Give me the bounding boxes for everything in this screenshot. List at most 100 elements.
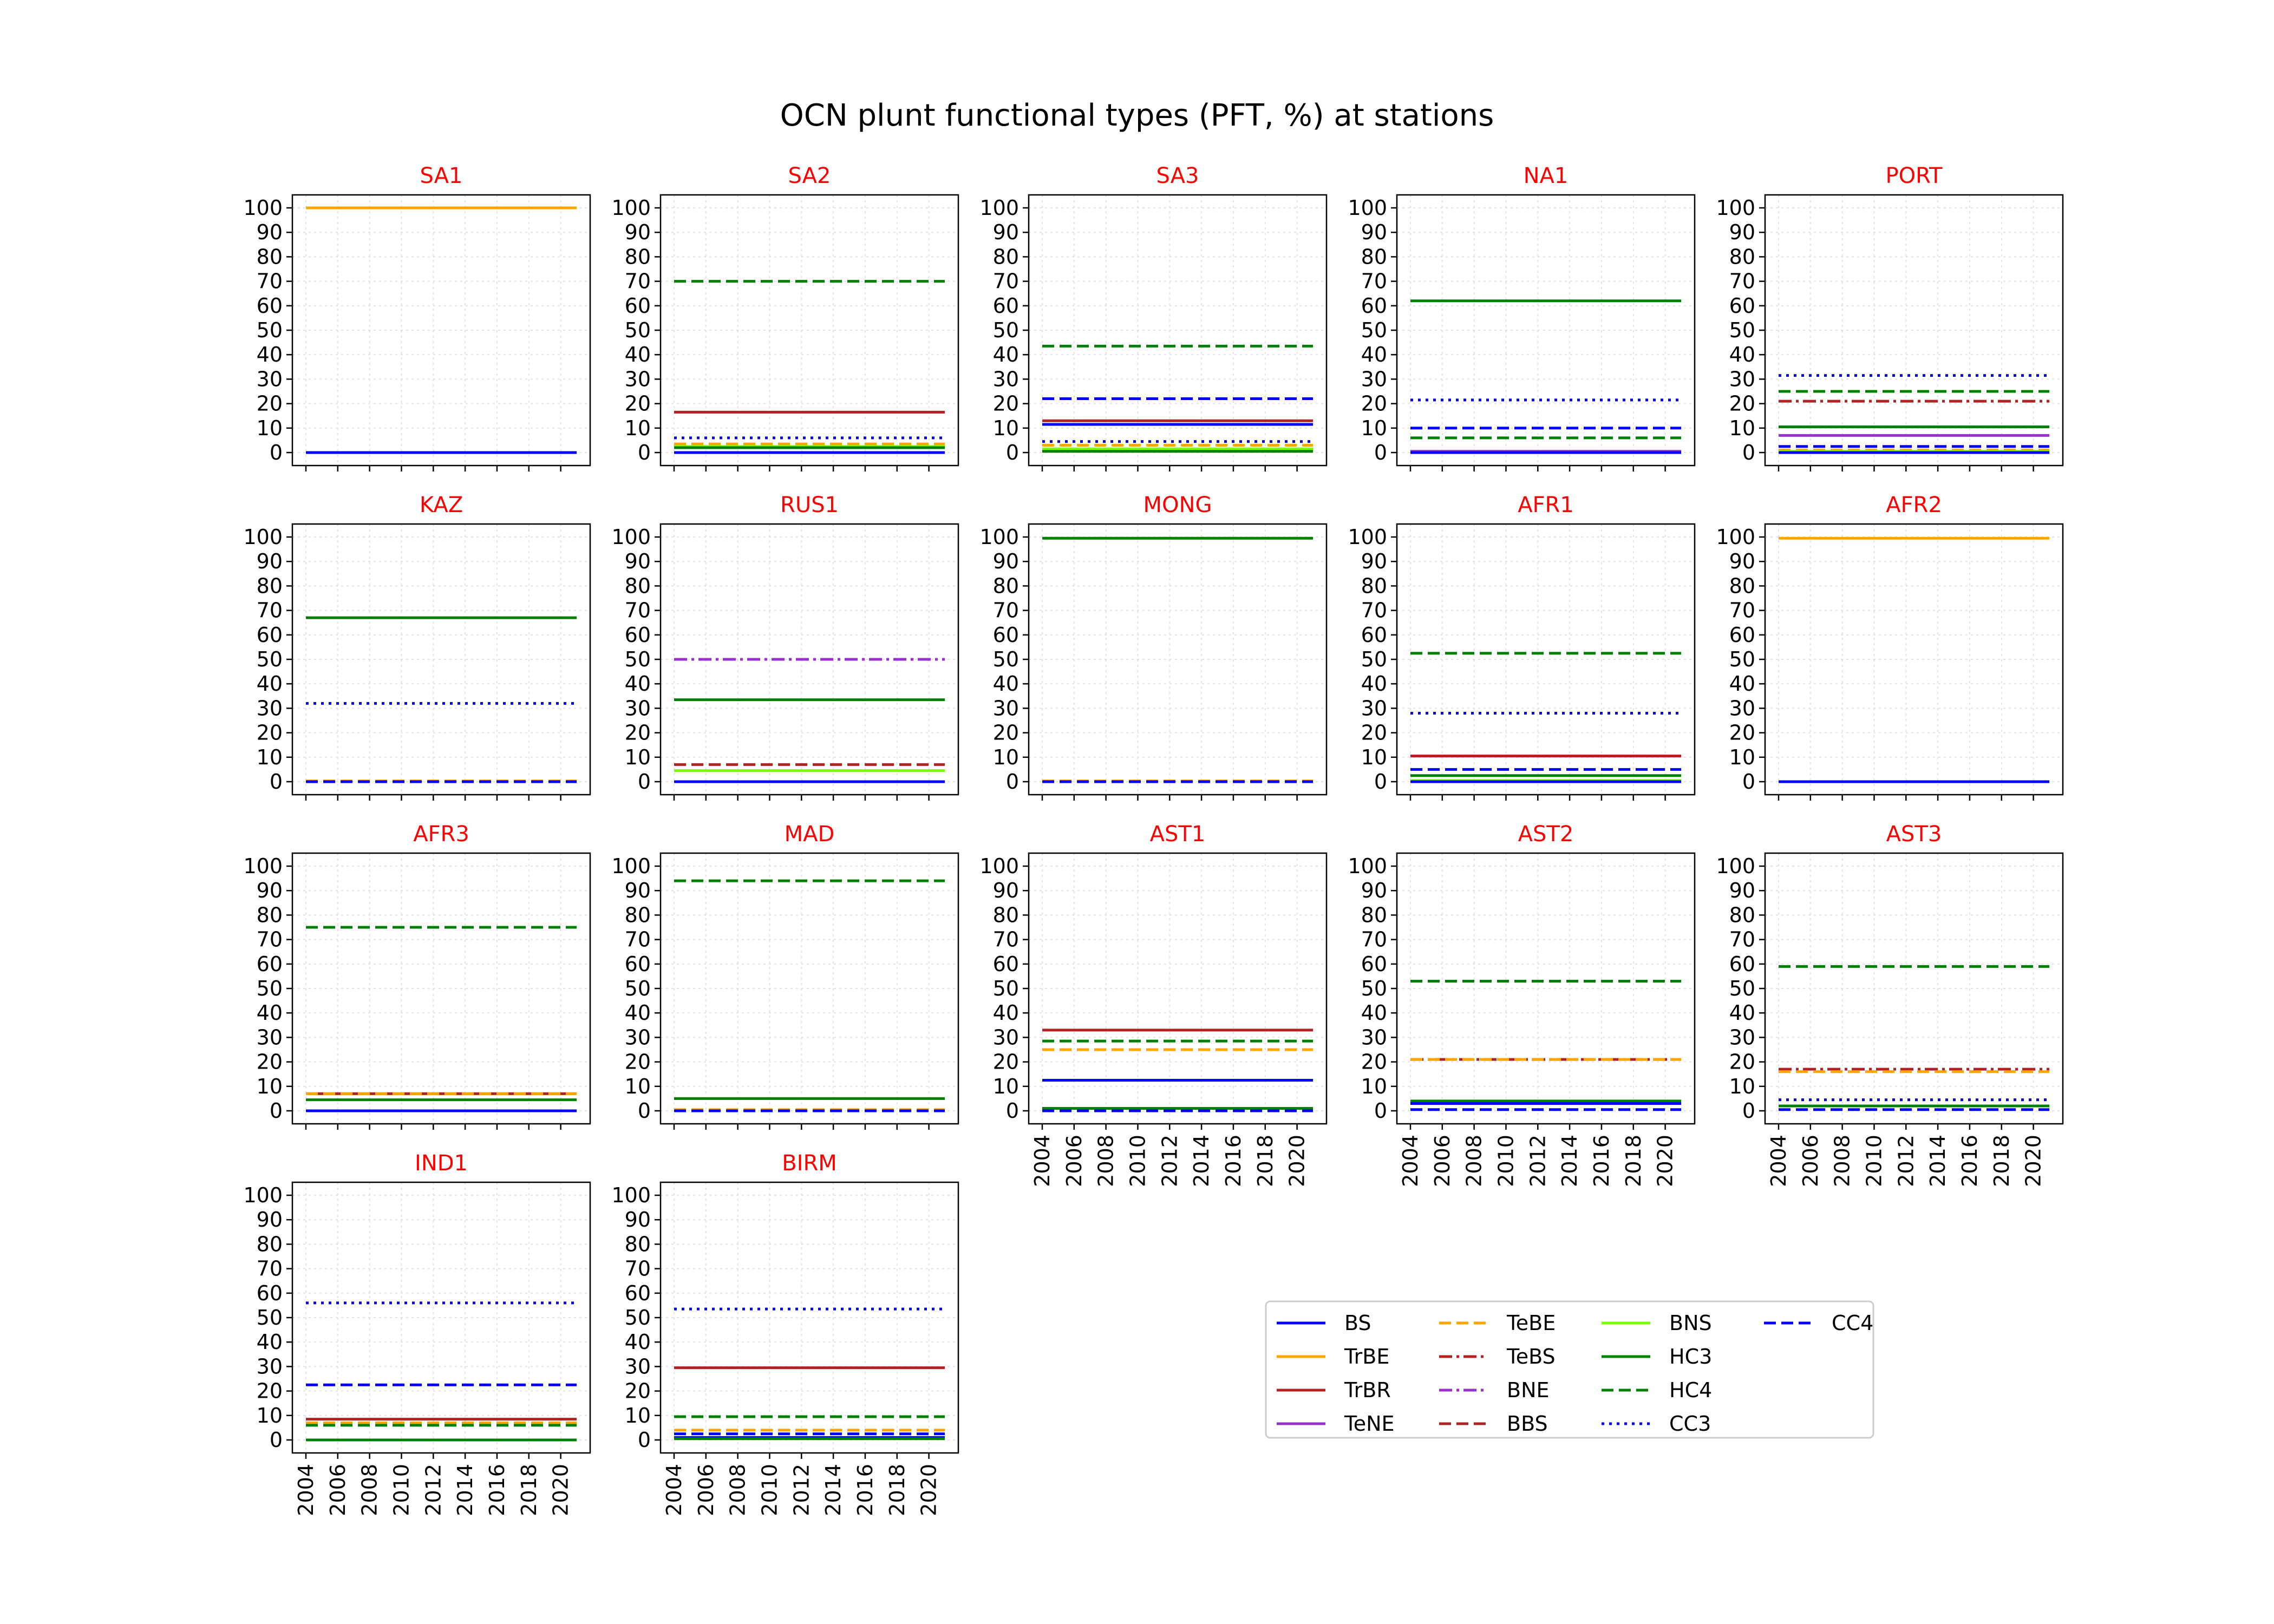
x-tick-label: 2006: [1430, 1135, 1454, 1187]
y-tick-label: 20: [993, 721, 1019, 745]
y-tick-label: 40: [993, 672, 1019, 696]
y-tick-label: 70: [993, 599, 1019, 623]
y-tick-label: 100: [1716, 196, 1755, 220]
y-tick-label: 60: [1729, 952, 1755, 976]
y-tick-label: 10: [1361, 1075, 1387, 1098]
y-tick-label: 10: [993, 745, 1019, 769]
y-tick-label: 20: [625, 1050, 651, 1074]
y-tick-label: 100: [979, 854, 1019, 878]
legend-label: TeBE: [1506, 1311, 1556, 1335]
y-tick-label: 70: [257, 928, 283, 952]
y-tick-label: 90: [257, 549, 283, 573]
y-tick-label: 30: [1729, 696, 1755, 720]
y-tick-label: 50: [1729, 647, 1755, 671]
y-tick-label: 40: [1729, 672, 1755, 696]
y-tick-label: 10: [257, 416, 283, 440]
y-tick-label: 0: [270, 1428, 283, 1452]
y-tick-label: 10: [993, 416, 1019, 440]
x-tick-label: 2010: [757, 1464, 781, 1516]
y-tick-label: 30: [1361, 367, 1387, 391]
y-tick-label: 0: [270, 1099, 283, 1123]
legend-entry-bns: BNS: [1602, 1311, 1712, 1335]
legend-entry-cc3: CC3: [1602, 1412, 1711, 1436]
y-tick-label: 40: [257, 1001, 283, 1025]
y-tick-label: 80: [1729, 903, 1755, 927]
legend-label: TeNE: [1344, 1412, 1395, 1436]
y-tick-label: 60: [1361, 952, 1387, 976]
y-tick-label: 70: [1361, 270, 1387, 293]
y-tick-label: 30: [625, 367, 651, 391]
y-tick-label: 90: [1361, 549, 1387, 573]
y-tick-label: 30: [993, 696, 1019, 720]
x-tick-label: 2018: [517, 1464, 541, 1516]
x-tick-label: 2012: [421, 1464, 445, 1516]
y-tick-label: 80: [1361, 245, 1387, 269]
y-tick-label: 90: [1361, 879, 1387, 902]
legend-label: TeBS: [1506, 1345, 1556, 1368]
panel-title-kaz: KAZ: [420, 493, 463, 518]
x-tick-label: 2018: [1622, 1135, 1645, 1187]
legend-entry-tene: TeNE: [1277, 1412, 1395, 1436]
y-tick-label: 100: [1716, 854, 1755, 878]
y-tick-label: 60: [625, 1281, 651, 1305]
y-tick-label: 70: [625, 1257, 651, 1281]
y-tick-label: 60: [1361, 294, 1387, 318]
y-tick-label: 80: [257, 245, 283, 269]
y-tick-label: 100: [243, 196, 283, 220]
y-tick-label: 0: [638, 1099, 651, 1123]
y-tick-label: 40: [1361, 1001, 1387, 1025]
y-tick-label: 100: [611, 1183, 651, 1207]
y-tick-label: 50: [993, 318, 1019, 342]
y-tick-label: 90: [1729, 220, 1755, 244]
y-tick-label: 20: [1729, 392, 1755, 416]
y-tick-label: 100: [611, 525, 651, 549]
y-tick-label: 40: [1361, 672, 1387, 696]
y-tick-label: 40: [257, 343, 283, 366]
panel-title-birm: BIRM: [782, 1151, 837, 1176]
x-tick-label: 2004: [1767, 1135, 1791, 1187]
y-tick-label: 0: [1742, 770, 1755, 794]
y-tick-label: 30: [1361, 1025, 1387, 1049]
panel-title-ast3: AST3: [1886, 822, 1942, 847]
y-tick-label: 50: [1361, 318, 1387, 342]
legend-entry-tebe: TeBE: [1439, 1311, 1556, 1335]
y-tick-label: 30: [1361, 696, 1387, 720]
y-tick-label: 70: [1729, 270, 1755, 293]
y-tick-label: 20: [257, 392, 283, 416]
y-tick-label: 20: [625, 721, 651, 745]
y-tick-label: 100: [1348, 196, 1387, 220]
x-tick-label: 2020: [1285, 1135, 1309, 1187]
y-tick-label: 40: [625, 672, 651, 696]
y-tick-label: 50: [1361, 647, 1387, 671]
x-tick-label: 2016: [1221, 1135, 1245, 1187]
y-tick-label: 50: [625, 1306, 651, 1330]
y-tick-label: 70: [1361, 599, 1387, 623]
y-tick-label: 90: [625, 220, 651, 244]
y-tick-label: 50: [257, 977, 283, 1000]
x-tick-label: 2010: [1494, 1135, 1518, 1187]
y-tick-label: 10: [257, 1404, 283, 1427]
panel-title-ind1: IND1: [415, 1151, 468, 1176]
y-tick-label: 60: [1729, 294, 1755, 318]
y-tick-label: 90: [1729, 549, 1755, 573]
y-tick-label: 50: [1729, 977, 1755, 1000]
x-tick-label: 2018: [1253, 1135, 1277, 1187]
y-tick-label: 90: [257, 879, 283, 902]
y-tick-label: 80: [1361, 574, 1387, 598]
y-tick-label: 80: [993, 903, 1019, 927]
y-tick-label: 100: [1348, 525, 1387, 549]
y-tick-label: 0: [1006, 770, 1019, 794]
y-tick-label: 80: [625, 574, 651, 598]
y-tick-label: 80: [625, 903, 651, 927]
legend: BS TrBE TrBR TeNE TeBE TeBS BNE BBS BNS HC3 HC4 CC3…: [1265, 1300, 1874, 1439]
y-tick-label: 100: [243, 525, 283, 549]
y-tick-label: 90: [625, 879, 651, 902]
y-tick-label: 80: [257, 574, 283, 598]
y-tick-label: 20: [1729, 1050, 1755, 1074]
